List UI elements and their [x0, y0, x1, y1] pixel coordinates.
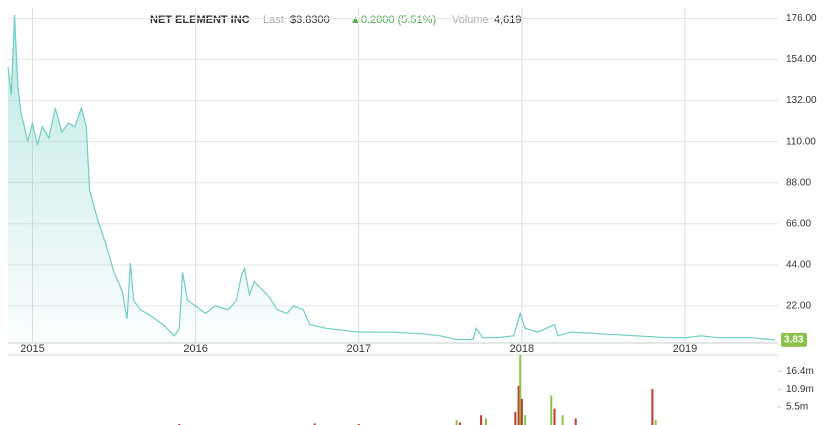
volume-bar [458, 422, 461, 425]
x-tick-label: 2017 [346, 343, 370, 355]
volume-bar [550, 395, 553, 425]
volume-bar [553, 408, 556, 425]
volume-bar [514, 411, 517, 425]
y-tick-label: 10.9m [786, 384, 814, 395]
volume-bar [654, 420, 657, 425]
volume-bar [484, 418, 487, 425]
volume-label: Volume [452, 14, 489, 26]
y-tick-label: 66.00 [786, 218, 811, 229]
volume-bar [313, 423, 316, 425]
volume-bar [480, 415, 483, 425]
last-price: $3.8300 [290, 14, 330, 26]
price-line [7, 14, 775, 341]
y-tick-label: 176.00 [786, 13, 817, 24]
y-tick-label: 132.00 [786, 95, 817, 106]
y-tick-label: 154.00 [786, 54, 817, 65]
volume-bar [574, 418, 577, 425]
volume-bar [519, 355, 522, 425]
volume-bar [561, 415, 564, 425]
y-tick-label: 16.4m [786, 366, 814, 377]
area-fill [8, 14, 775, 343]
x-tick-label: 2019 [673, 343, 697, 355]
volume: 4,619 [494, 14, 522, 26]
last-price-badge [781, 332, 807, 347]
volume-bar [455, 420, 458, 425]
volume-bars [178, 355, 657, 425]
x-tick-label: 2016 [183, 343, 207, 355]
y-tick-label: 22.00 [786, 301, 811, 312]
last-price-badge-label: 3.83 [784, 334, 804, 345]
y-tick-label: 44.00 [786, 260, 811, 271]
last-label: Last [263, 14, 284, 26]
volume-bar [517, 385, 520, 425]
x-tick-label: 2015 [20, 343, 44, 355]
volume-bar [651, 389, 654, 425]
x-tick-label: 2018 [510, 343, 534, 355]
y-tick-label: 88.00 [786, 177, 811, 188]
volume-bar [520, 398, 523, 425]
y-tick-label: 5.5m [786, 402, 808, 413]
symbol: NET ELEMENT INC [150, 14, 250, 26]
volume-bar [524, 415, 527, 425]
y-tick-label: 110.00 [786, 136, 816, 147]
change: ▲0.2000 (5.51%) [350, 14, 436, 26]
